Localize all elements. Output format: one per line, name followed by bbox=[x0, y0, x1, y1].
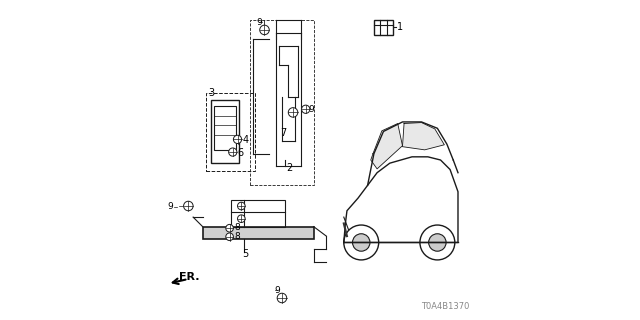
Circle shape bbox=[420, 225, 455, 260]
Bar bbox=[211, 100, 239, 163]
Circle shape bbox=[429, 234, 446, 251]
Polygon shape bbox=[403, 123, 444, 150]
Bar bbox=[206, 93, 255, 171]
Circle shape bbox=[228, 148, 237, 156]
Circle shape bbox=[288, 108, 298, 117]
Text: 9: 9 bbox=[308, 105, 314, 114]
Circle shape bbox=[226, 233, 234, 241]
Circle shape bbox=[237, 202, 245, 210]
Circle shape bbox=[184, 201, 193, 211]
Text: 8: 8 bbox=[234, 232, 240, 241]
Circle shape bbox=[237, 215, 245, 222]
Text: 4: 4 bbox=[243, 135, 248, 145]
Circle shape bbox=[226, 224, 234, 232]
Circle shape bbox=[301, 105, 310, 113]
Text: FR.: FR. bbox=[179, 272, 199, 282]
Text: 1: 1 bbox=[397, 22, 403, 32]
Bar bbox=[214, 106, 236, 150]
Circle shape bbox=[344, 225, 379, 260]
Text: 5: 5 bbox=[243, 249, 248, 259]
Bar bbox=[374, 20, 393, 35]
Polygon shape bbox=[371, 124, 403, 169]
Text: 6: 6 bbox=[237, 148, 244, 158]
Circle shape bbox=[277, 293, 287, 303]
Bar bbox=[203, 227, 314, 239]
Text: 2: 2 bbox=[287, 163, 293, 173]
Text: 9: 9 bbox=[274, 285, 280, 295]
Text: T0A4B1370: T0A4B1370 bbox=[420, 302, 469, 311]
Text: 9: 9 bbox=[256, 18, 262, 27]
Circle shape bbox=[234, 135, 242, 143]
Circle shape bbox=[353, 234, 370, 251]
Text: 3: 3 bbox=[209, 88, 214, 98]
Text: 8: 8 bbox=[234, 223, 240, 232]
Bar bbox=[250, 20, 314, 185]
Circle shape bbox=[260, 25, 269, 35]
Text: 9: 9 bbox=[168, 203, 173, 212]
Bar bbox=[231, 200, 285, 227]
Text: 7: 7 bbox=[280, 128, 287, 138]
